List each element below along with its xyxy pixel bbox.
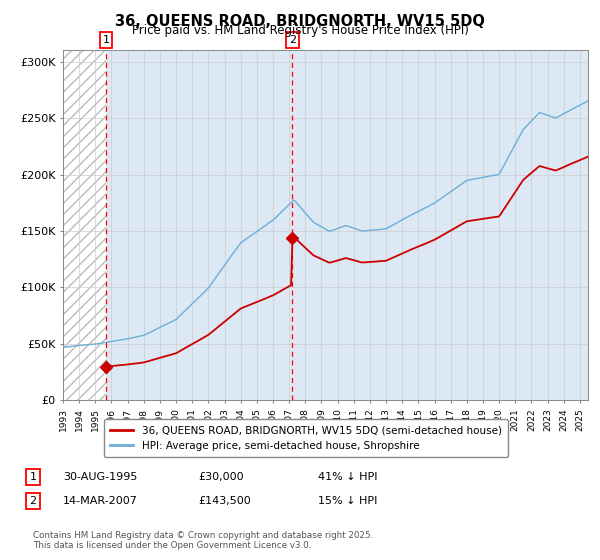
Text: £143,500: £143,500 <box>198 496 251 506</box>
Text: 2: 2 <box>289 35 296 45</box>
Text: 1: 1 <box>103 35 109 45</box>
Text: 2: 2 <box>29 496 37 506</box>
Text: Contains HM Land Registry data © Crown copyright and database right 2025.
This d: Contains HM Land Registry data © Crown c… <box>33 530 373 550</box>
Text: 36, QUEENS ROAD, BRIDGNORTH, WV15 5DQ: 36, QUEENS ROAD, BRIDGNORTH, WV15 5DQ <box>115 14 485 29</box>
Text: 15% ↓ HPI: 15% ↓ HPI <box>318 496 377 506</box>
Legend: 36, QUEENS ROAD, BRIDGNORTH, WV15 5DQ (semi-detached house), HPI: Average price,: 36, QUEENS ROAD, BRIDGNORTH, WV15 5DQ (s… <box>104 419 508 457</box>
Text: 14-MAR-2007: 14-MAR-2007 <box>63 496 138 506</box>
Text: Price paid vs. HM Land Registry's House Price Index (HPI): Price paid vs. HM Land Registry's House … <box>131 24 469 37</box>
Text: £30,000: £30,000 <box>198 472 244 482</box>
Text: 41% ↓ HPI: 41% ↓ HPI <box>318 472 377 482</box>
Text: 30-AUG-1995: 30-AUG-1995 <box>63 472 137 482</box>
Polygon shape <box>63 50 106 400</box>
Text: 1: 1 <box>29 472 37 482</box>
